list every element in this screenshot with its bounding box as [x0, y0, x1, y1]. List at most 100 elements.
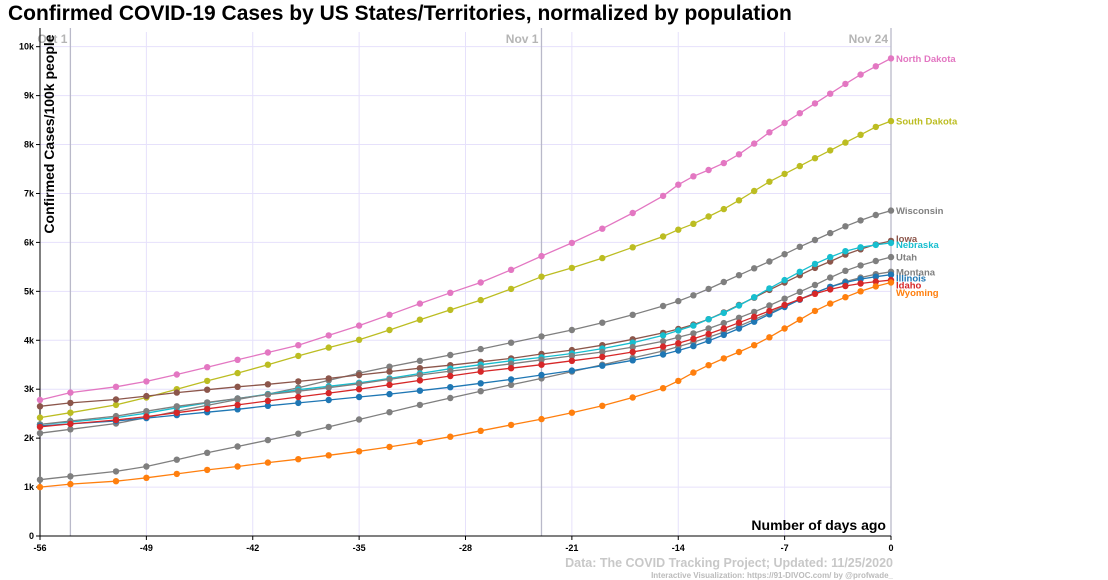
data-point[interactable] — [67, 473, 74, 480]
data-point[interactable] — [112, 383, 120, 390]
data-point[interactable] — [751, 342, 758, 349]
data-point[interactable] — [538, 252, 545, 260]
data-point[interactable] — [857, 275, 864, 283]
data-point[interactable] — [264, 391, 272, 398]
data-point[interactable] — [264, 436, 272, 444]
data-point[interactable] — [675, 181, 682, 188]
data-point[interactable] — [325, 384, 332, 391]
data-point[interactable] — [264, 349, 272, 356]
data-point[interactable] — [447, 372, 454, 380]
data-point[interactable] — [143, 408, 150, 415]
data-point[interactable] — [796, 288, 803, 295]
data-point[interactable] — [386, 443, 393, 451]
data-point[interactable] — [735, 314, 743, 321]
data-point[interactable] — [720, 331, 727, 339]
data-point[interactable] — [143, 463, 150, 470]
data-point[interactable] — [173, 389, 180, 396]
series-south-dakota[interactable] — [36, 117, 895, 421]
data-point[interactable] — [842, 282, 849, 290]
data-point[interactable] — [811, 236, 819, 244]
data-point[interactable] — [507, 360, 515, 367]
data-point[interactable] — [477, 368, 484, 375]
data-point[interactable] — [675, 340, 682, 347]
data-point[interactable] — [690, 330, 697, 337]
data-point[interactable] — [36, 476, 44, 483]
data-point[interactable] — [599, 319, 606, 326]
data-point[interactable] — [659, 351, 667, 358]
data-point[interactable] — [538, 371, 545, 379]
data-point[interactable] — [705, 362, 712, 369]
data-point[interactable] — [659, 343, 667, 350]
data-point[interactable] — [705, 166, 712, 174]
data-point[interactable] — [872, 257, 879, 265]
data-point[interactable] — [264, 397, 272, 405]
data-point[interactable] — [173, 470, 180, 478]
data-point[interactable] — [416, 316, 424, 323]
data-point[interactable] — [751, 294, 758, 301]
data-point[interactable] — [477, 279, 484, 286]
data-point[interactable] — [36, 414, 44, 421]
data-point[interactable] — [234, 406, 241, 413]
data-point[interactable] — [659, 332, 667, 339]
data-point[interactable] — [872, 283, 879, 290]
data-point[interactable] — [887, 271, 895, 278]
data-point[interactable] — [827, 229, 834, 237]
data-point[interactable] — [705, 285, 712, 293]
data-point[interactable] — [112, 396, 120, 403]
data-point[interactable] — [355, 393, 363, 401]
data-point[interactable] — [751, 318, 758, 325]
data-point[interactable] — [568, 326, 576, 334]
data-point[interactable] — [295, 342, 302, 349]
data-point[interactable] — [507, 421, 515, 429]
data-point[interactable] — [599, 254, 606, 262]
data-point[interactable] — [842, 294, 849, 301]
data-point[interactable] — [690, 292, 697, 299]
data-point[interactable] — [887, 55, 895, 62]
data-point[interactable] — [827, 258, 834, 265]
data-point[interactable] — [325, 452, 332, 459]
data-point[interactable] — [386, 376, 393, 383]
data-point[interactable] — [629, 311, 636, 318]
data-point[interactable] — [842, 267, 849, 274]
data-point[interactable] — [857, 288, 864, 295]
data-point[interactable] — [842, 223, 849, 230]
data-point[interactable] — [659, 192, 667, 200]
data-point[interactable] — [887, 239, 895, 247]
data-point[interactable] — [659, 338, 667, 345]
data-point[interactable] — [447, 289, 454, 296]
data-point[interactable] — [872, 273, 879, 280]
data-point[interactable] — [690, 369, 697, 376]
data-point[interactable] — [204, 399, 211, 406]
data-point[interactable] — [355, 416, 363, 423]
data-point[interactable] — [416, 357, 424, 364]
data-point[interactable] — [629, 339, 636, 346]
data-point[interactable] — [355, 386, 363, 393]
data-point[interactable] — [477, 427, 484, 434]
data-point[interactable] — [887, 279, 895, 286]
data-point[interactable] — [766, 285, 773, 292]
data-point[interactable] — [735, 302, 743, 309]
data-point[interactable] — [538, 356, 545, 363]
data-point[interactable] — [751, 140, 758, 147]
data-point[interactable] — [781, 170, 788, 178]
data-point[interactable] — [264, 361, 272, 368]
data-point[interactable] — [811, 281, 819, 289]
data-point[interactable] — [355, 336, 363, 343]
data-point[interactable] — [36, 483, 44, 491]
data-point[interactable] — [720, 159, 727, 167]
data-point[interactable] — [386, 311, 393, 318]
data-point[interactable] — [507, 266, 515, 273]
data-point[interactable] — [675, 226, 682, 233]
data-point[interactable] — [386, 363, 393, 370]
data-point[interactable] — [629, 209, 636, 217]
data-point[interactable] — [827, 274, 834, 281]
data-point[interactable] — [173, 371, 180, 378]
data-point[interactable] — [173, 403, 180, 410]
data-point[interactable] — [705, 325, 712, 332]
data-point[interactable] — [599, 348, 606, 356]
data-point[interactable] — [36, 423, 44, 431]
data-point[interactable] — [204, 449, 211, 456]
data-point[interactable] — [264, 381, 272, 388]
data-point[interactable] — [659, 302, 667, 310]
data-point[interactable] — [629, 244, 636, 251]
